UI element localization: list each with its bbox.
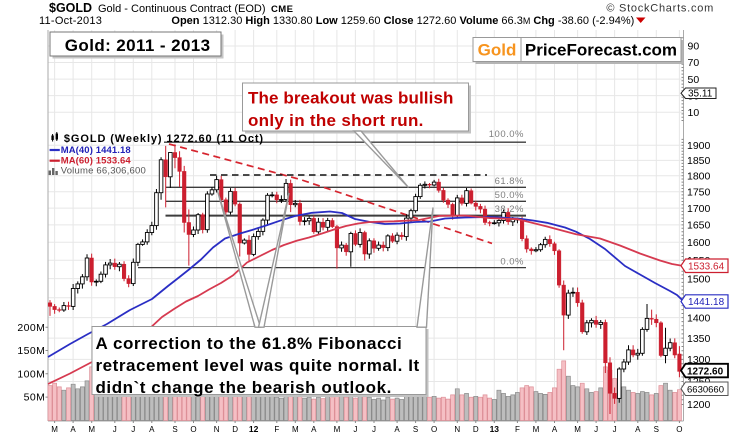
svg-text:$GOLD: $GOLD xyxy=(49,1,92,15)
svg-text:A: A xyxy=(311,425,317,434)
svg-text:Open 1312.30 High 1330.80 Low: Open 1312.30 High 1330.80 Low 1259.60 Cl… xyxy=(171,15,634,27)
svg-text:$GOLD (Weekly) 1272.60 (11 Oct: $GOLD (Weekly) 1272.60 (11 Oct) xyxy=(64,133,264,145)
svg-text:1900: 1900 xyxy=(687,140,711,152)
svg-text:N: N xyxy=(454,425,460,434)
svg-text:M: M xyxy=(533,425,540,434)
svg-text:D: D xyxy=(232,425,238,434)
svg-text:A: A xyxy=(394,425,400,434)
svg-text:MA(60) 1533.64: MA(60) 1533.64 xyxy=(61,156,132,167)
svg-text:Gold: Gold xyxy=(478,41,517,60)
svg-text:1600: 1600 xyxy=(687,237,711,249)
svg-text:12: 12 xyxy=(249,424,259,434)
svg-text:1800: 1800 xyxy=(687,171,711,183)
svg-text:A correction to the 61.8% Fibo: A correction to the 61.8% Fibonacci xyxy=(96,334,403,353)
svg-text:100.0%: 100.0% xyxy=(489,129,524,140)
svg-text:S: S xyxy=(172,425,177,434)
svg-text:J: J xyxy=(131,425,135,434)
svg-text:J: J xyxy=(113,425,117,434)
svg-text:S: S xyxy=(654,425,659,434)
svg-text:61.8%: 61.8% xyxy=(495,176,524,187)
svg-text:1500: 1500 xyxy=(687,273,711,285)
svg-text:1650: 1650 xyxy=(687,220,711,232)
svg-text:M: M xyxy=(334,425,341,434)
svg-text:50.0%: 50.0% xyxy=(495,190,524,201)
svg-text:50M: 50M xyxy=(24,392,46,404)
svg-text:N: N xyxy=(214,425,220,434)
svg-text:11-Oct-2013: 11-Oct-2013 xyxy=(39,15,102,27)
svg-text:1750: 1750 xyxy=(687,186,711,198)
svg-text:D: D xyxy=(473,425,479,434)
svg-text:38.2%: 38.2% xyxy=(495,204,524,215)
svg-text:O: O xyxy=(431,425,437,434)
svg-text:didn`t change the bearish outl: didn`t change the bearish outlook. xyxy=(96,378,392,397)
svg-text:M: M xyxy=(292,425,299,434)
svg-text:J: J xyxy=(353,425,357,434)
svg-text:90: 90 xyxy=(688,41,700,53)
svg-text:Gold - Continuous Contract (EO: Gold - Continuous Contract (EOD) xyxy=(98,3,266,15)
svg-text:150M: 150M xyxy=(17,345,45,357)
svg-text:CME: CME xyxy=(271,4,293,15)
svg-text:1200: 1200 xyxy=(687,399,711,411)
svg-text:1400: 1400 xyxy=(687,312,711,324)
svg-text:O: O xyxy=(190,425,196,434)
svg-text:Volume 66,306,600: Volume 66,306,600 xyxy=(61,166,146,177)
svg-text:1533.64: 1533.64 xyxy=(688,261,725,272)
svg-text:M: M xyxy=(88,425,95,434)
svg-text:50: 50 xyxy=(688,74,700,86)
svg-text:70: 70 xyxy=(688,57,700,69)
svg-text:PriceForecast.com: PriceForecast.com xyxy=(525,41,677,60)
svg-text:The breakout was bullish: The breakout was bullish xyxy=(248,89,454,108)
svg-text:A: A xyxy=(552,425,558,434)
svg-text:1441.18: 1441.18 xyxy=(688,297,725,308)
svg-text:A: A xyxy=(635,425,641,434)
svg-text:100M: 100M xyxy=(17,368,45,380)
svg-text:1700: 1700 xyxy=(687,203,711,215)
svg-text:10: 10 xyxy=(688,107,700,119)
svg-text:only in the short run.: only in the short run. xyxy=(248,111,424,130)
svg-text:M: M xyxy=(574,425,581,434)
svg-text:A: A xyxy=(70,425,76,434)
svg-text:A: A xyxy=(149,425,155,434)
svg-text:1850: 1850 xyxy=(687,155,711,167)
svg-text:Gold: 2011 - 2013: Gold: 2011 - 2013 xyxy=(65,36,211,55)
svg-text:M: M xyxy=(51,425,58,434)
svg-text:13: 13 xyxy=(490,424,500,434)
svg-text:F: F xyxy=(515,425,520,434)
svg-text:F: F xyxy=(274,425,279,434)
svg-text:O: O xyxy=(676,425,682,434)
svg-text:200M: 200M xyxy=(17,322,45,334)
svg-text:MA(40) 1441.18: MA(40) 1441.18 xyxy=(61,145,131,156)
svg-text:J: J xyxy=(594,425,598,434)
svg-text:S: S xyxy=(413,425,418,434)
svg-text:© StockCharts.com: © StockCharts.com xyxy=(606,3,714,15)
svg-text:retracement level was quite no: retracement level was quite normal. It xyxy=(96,356,420,375)
svg-text:1350: 1350 xyxy=(687,333,711,345)
svg-text:0.0%: 0.0% xyxy=(500,257,524,268)
svg-text:1272.60: 1272.60 xyxy=(687,366,724,377)
svg-text:35.11: 35.11 xyxy=(688,89,713,100)
svg-text:6630660: 6630660 xyxy=(687,384,724,395)
svg-text:J: J xyxy=(372,425,376,434)
svg-text:J: J xyxy=(613,425,617,434)
